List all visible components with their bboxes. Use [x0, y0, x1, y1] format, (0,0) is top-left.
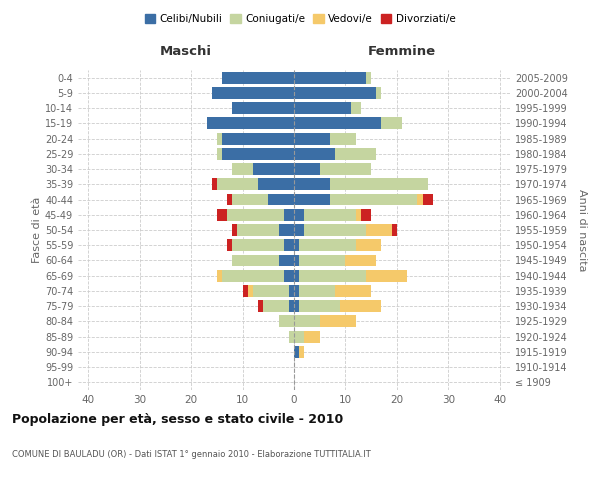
Bar	[418, 194, 422, 205]
Text: Femmine: Femmine	[368, 45, 436, 58]
Bar	[232, 102, 294, 114]
Bar	[258, 300, 263, 312]
Bar	[340, 300, 382, 312]
Bar	[299, 254, 346, 266]
Bar	[294, 209, 304, 220]
Bar	[320, 163, 371, 175]
Bar	[294, 148, 335, 160]
Bar	[346, 254, 376, 266]
Y-axis label: Anni di nascita: Anni di nascita	[577, 188, 587, 271]
Bar	[304, 224, 366, 236]
Text: Maschi: Maschi	[160, 45, 212, 58]
Bar	[294, 285, 299, 297]
Bar	[222, 270, 284, 281]
Bar	[299, 270, 366, 281]
Bar	[289, 285, 294, 297]
Bar	[217, 148, 222, 160]
Bar	[294, 178, 330, 190]
Bar	[284, 240, 294, 251]
Bar	[294, 316, 320, 328]
Bar	[232, 163, 253, 175]
Bar	[361, 209, 371, 220]
Bar	[253, 285, 289, 297]
Bar	[232, 254, 278, 266]
Bar	[294, 118, 382, 130]
Bar	[294, 194, 330, 205]
Bar	[294, 72, 366, 84]
Bar	[268, 194, 294, 205]
Bar	[366, 270, 407, 281]
Bar	[222, 72, 294, 84]
Bar	[258, 178, 294, 190]
Bar	[294, 240, 299, 251]
Bar	[330, 194, 418, 205]
Bar	[294, 132, 330, 144]
Bar	[289, 330, 294, 342]
Bar	[294, 330, 304, 342]
Bar	[206, 118, 294, 130]
Bar	[289, 300, 294, 312]
Bar	[242, 285, 248, 297]
Text: Popolazione per età, sesso e stato civile - 2010: Popolazione per età, sesso e stato civil…	[12, 412, 343, 426]
Text: COMUNE DI BAULADU (OR) - Dati ISTAT 1° gennaio 2010 - Elaborazione TUTTITALIA.IT: COMUNE DI BAULADU (OR) - Dati ISTAT 1° g…	[12, 450, 371, 459]
Bar	[222, 148, 294, 160]
Bar	[278, 316, 294, 328]
Bar	[284, 209, 294, 220]
Bar	[330, 178, 428, 190]
Bar	[335, 148, 376, 160]
Bar	[294, 224, 304, 236]
Bar	[366, 72, 371, 84]
Bar	[366, 224, 392, 236]
Bar	[284, 270, 294, 281]
Bar	[294, 87, 376, 99]
Bar	[232, 224, 238, 236]
Bar	[217, 132, 222, 144]
Bar	[227, 240, 232, 251]
Bar	[299, 346, 304, 358]
Y-axis label: Fasce di età: Fasce di età	[32, 197, 42, 263]
Bar	[217, 270, 222, 281]
Bar	[294, 270, 299, 281]
Bar	[278, 254, 294, 266]
Bar	[232, 194, 268, 205]
Bar	[320, 316, 356, 328]
Bar	[392, 224, 397, 236]
Bar	[335, 285, 371, 297]
Bar	[238, 224, 278, 236]
Bar	[294, 254, 299, 266]
Bar	[382, 118, 402, 130]
Bar	[294, 102, 350, 114]
Bar	[263, 300, 289, 312]
Bar	[222, 132, 294, 144]
Legend: Celibi/Nubili, Coniugati/e, Vedovi/e, Divorziati/e: Celibi/Nubili, Coniugati/e, Vedovi/e, Di…	[140, 10, 460, 29]
Bar	[212, 87, 294, 99]
Bar	[278, 224, 294, 236]
Bar	[217, 178, 258, 190]
Bar	[294, 346, 299, 358]
Bar	[212, 178, 217, 190]
Bar	[248, 285, 253, 297]
Bar	[304, 330, 320, 342]
Bar	[356, 240, 382, 251]
Bar	[350, 102, 361, 114]
Bar	[294, 300, 299, 312]
Bar	[299, 240, 356, 251]
Bar	[299, 285, 335, 297]
Bar	[232, 240, 284, 251]
Bar	[330, 132, 356, 144]
Bar	[227, 194, 232, 205]
Bar	[304, 209, 356, 220]
Bar	[299, 300, 340, 312]
Bar	[227, 209, 284, 220]
Bar	[356, 209, 361, 220]
Bar	[422, 194, 433, 205]
Bar	[217, 209, 227, 220]
Bar	[376, 87, 382, 99]
Bar	[294, 163, 320, 175]
Bar	[253, 163, 294, 175]
